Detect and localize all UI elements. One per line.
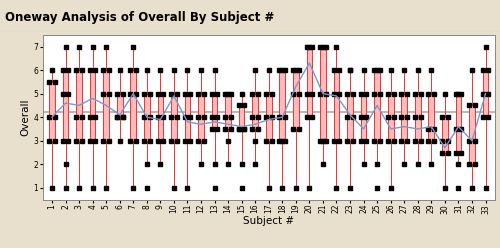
Bar: [482, 70, 488, 117]
Bar: [130, 70, 136, 141]
Bar: [239, 105, 244, 129]
Bar: [90, 70, 96, 141]
Bar: [266, 94, 272, 141]
Bar: [347, 94, 353, 141]
Bar: [374, 70, 380, 141]
Bar: [469, 105, 475, 164]
Bar: [76, 70, 82, 141]
Bar: [62, 70, 68, 141]
Bar: [334, 70, 340, 141]
Bar: [306, 47, 312, 117]
Bar: [198, 94, 204, 141]
Bar: [442, 117, 448, 153]
Bar: [49, 82, 55, 141]
Bar: [117, 94, 122, 117]
Bar: [360, 94, 366, 141]
Bar: [293, 70, 298, 129]
Bar: [171, 94, 177, 141]
X-axis label: Subject #: Subject #: [243, 216, 294, 226]
Bar: [158, 94, 163, 141]
Bar: [456, 94, 462, 153]
Bar: [415, 94, 420, 141]
Bar: [226, 94, 231, 129]
Bar: [320, 47, 326, 141]
Bar: [184, 94, 190, 141]
Bar: [428, 94, 434, 141]
Bar: [144, 94, 150, 141]
Bar: [388, 94, 394, 141]
Bar: [402, 94, 407, 141]
Y-axis label: Overall: Overall: [20, 98, 30, 136]
Bar: [104, 70, 109, 141]
Text: Oneway Analysis of Overall By Subject #: Oneway Analysis of Overall By Subject #: [5, 11, 274, 24]
Bar: [212, 94, 218, 129]
Bar: [280, 70, 285, 141]
Bar: [252, 94, 258, 129]
